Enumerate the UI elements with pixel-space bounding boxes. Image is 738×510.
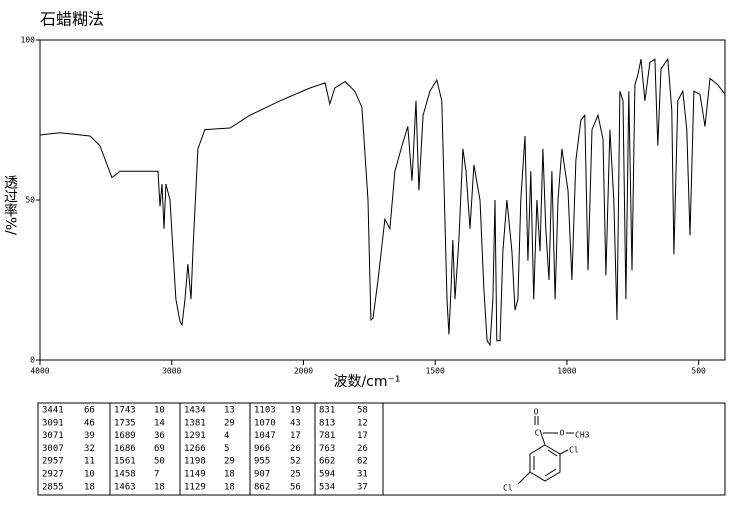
table-cell: 36	[154, 431, 165, 441]
table-cell: 18	[224, 482, 235, 492]
table-cell: 3441	[42, 406, 64, 416]
table-cell: 1291	[184, 431, 206, 441]
table-cell: 5	[224, 444, 229, 454]
table-cell: 594	[319, 470, 335, 480]
table-cell: 1561	[114, 457, 136, 467]
table-cell: 1381	[184, 418, 206, 428]
table-cell: 1743	[114, 406, 136, 416]
x-tick-label: 3000	[162, 367, 181, 376]
table-cell: 763	[319, 444, 335, 454]
y-axis-label: 透过率%/	[2, 175, 18, 235]
table-cell: 955	[254, 457, 270, 467]
table-cell: 1434	[184, 406, 206, 416]
table-cell: 2855	[42, 482, 64, 492]
table-cell: 26	[357, 444, 368, 454]
x-tick-label: 1500	[426, 367, 445, 376]
table-cell: 3091	[42, 418, 64, 428]
table-cell: 1149	[184, 470, 206, 480]
table-cell: 1129	[184, 482, 206, 492]
table-cell: 1686	[114, 444, 136, 454]
table-cell: 1070	[254, 418, 276, 428]
table-cell: 1463	[114, 482, 136, 492]
table-cell: 29	[224, 457, 235, 467]
table-cell: 1689	[114, 431, 136, 441]
table-cell: 39	[84, 431, 95, 441]
table-dividers	[109, 403, 384, 495]
x-tick-label: 4000	[30, 367, 49, 376]
table-cell: 52	[290, 457, 301, 467]
table-cell: 1735	[114, 418, 136, 428]
table-cell: 4	[224, 431, 229, 441]
table-cell: 7	[154, 470, 159, 480]
x-axis-label: 波数/cm⁻¹	[333, 374, 400, 390]
y-tick-label: 100	[21, 36, 36, 45]
table-cell: 534	[319, 482, 335, 492]
y-tick-label: 0	[30, 356, 35, 365]
structure-label: Cl	[569, 446, 579, 455]
table-cell: 19	[290, 406, 301, 416]
table-cell: 831	[319, 406, 335, 416]
table-cell: 1198	[184, 457, 206, 467]
table-cell: 26	[290, 444, 301, 454]
table-cell: 1266	[184, 444, 206, 454]
table-cell: 43	[290, 418, 301, 428]
x-tick-label: 2000	[294, 367, 313, 376]
table-cell: 862	[254, 482, 270, 492]
x-tick-label: 1000	[557, 367, 576, 376]
table-cell: 1103	[254, 406, 276, 416]
table-cell: 32	[84, 444, 95, 454]
structure-label: O	[560, 429, 565, 438]
structure-label: O	[534, 408, 539, 417]
y-tick-label: 50	[25, 196, 35, 205]
table-cell: 25	[290, 470, 301, 480]
table-cell: 662	[319, 457, 335, 467]
table-cell: 17	[290, 431, 301, 441]
table-cell: 37	[357, 482, 368, 492]
table-cell: 17	[357, 431, 368, 441]
table-cell: 2927	[42, 470, 64, 480]
structure-label: Cl	[503, 484, 513, 493]
table-cell: 12	[357, 418, 368, 428]
table-cell: 2957	[42, 457, 64, 467]
table-cell: 1047	[254, 431, 276, 441]
structure-label: C	[535, 429, 540, 438]
table-cell: 18	[84, 482, 95, 492]
x-tick-label: 500	[691, 367, 706, 376]
table-cell: 813	[319, 418, 335, 428]
table-cell: 907	[254, 470, 270, 480]
table-cell: 966	[254, 444, 270, 454]
spectrum-line	[39, 57, 726, 347]
table-cell: 50	[154, 457, 165, 467]
table-cell: 14	[154, 418, 165, 428]
plot-frame	[39, 39, 726, 361]
table-cell: 3071	[42, 431, 64, 441]
table-cell: 18	[224, 470, 235, 480]
chart-title: 石蜡糊法	[40, 10, 104, 29]
table-cell: 31	[357, 470, 368, 480]
table-cell: 3007	[42, 444, 64, 454]
table-cell: 56	[290, 482, 301, 492]
structure-label: CH3	[575, 431, 590, 440]
table-cell: 18	[154, 482, 165, 492]
table-cell: 58	[357, 406, 368, 416]
structure-bonds	[517, 416, 574, 485]
table-cell: 1458	[114, 470, 136, 480]
table-cell: 66	[84, 406, 95, 416]
table-cell: 29	[224, 418, 235, 428]
table-cell: 13	[224, 406, 235, 416]
table-cell: 781	[319, 431, 335, 441]
table-cell: 10	[84, 470, 95, 480]
table-cell: 69	[154, 444, 165, 454]
table-cell: 11	[84, 457, 95, 467]
table-frame	[37, 402, 726, 496]
table-cell: 62	[357, 457, 368, 467]
table-cell: 46	[84, 418, 95, 428]
table-cell: 10	[154, 406, 165, 416]
